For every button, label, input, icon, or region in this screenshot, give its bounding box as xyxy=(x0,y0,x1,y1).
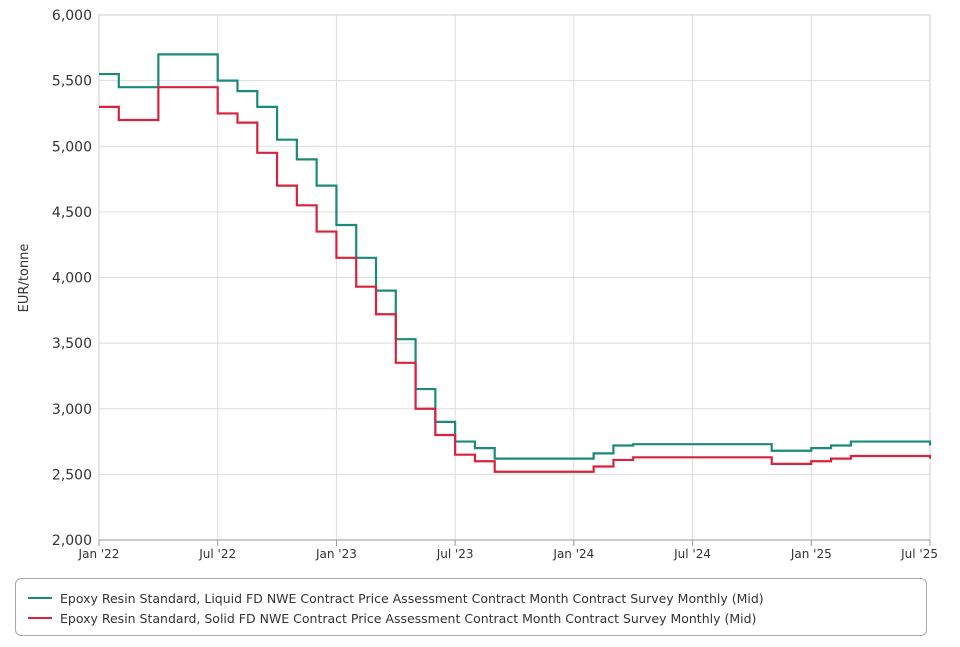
y-tick-label: 5,500 xyxy=(52,74,92,90)
legend-label-liquid: Epoxy Resin Standard, Liquid FD NWE Cont… xyxy=(60,590,764,606)
y-tick-label: 3,000 xyxy=(52,402,92,418)
y-tick-label: 3,500 xyxy=(52,336,92,352)
x-tick-label: Jul '24 xyxy=(673,547,711,561)
y-tick-label: 2,000 xyxy=(52,533,92,549)
legend: Epoxy Resin Standard, Liquid FD NWE Cont… xyxy=(15,578,927,636)
y-axis-ticks: 2,000 2,500 3,000 3,500 4,000 4,500 5,000 5,500… xyxy=(52,8,92,549)
series-lines xyxy=(99,53,932,473)
y-tick-label: 5,000 xyxy=(52,139,92,155)
y-tick-label: 6,000 xyxy=(52,8,92,24)
legend-label-solid: Epoxy Resin Standard, Solid FD NWE Contr… xyxy=(60,610,757,626)
legend-item-liquid[interactable]: Epoxy Resin Standard, Liquid FD NWE Cont… xyxy=(28,588,926,608)
x-tick-label: Jan '25 xyxy=(790,547,832,561)
x-tick-label: Jul '25 xyxy=(900,547,938,561)
series-line-solid[interactable] xyxy=(99,86,932,473)
x-axis-ticks: Jan '22 Jul '22 Jan '23 Jul '23 Jan '24 Jul '… xyxy=(78,539,938,561)
legend-swatch-solid xyxy=(28,617,52,619)
series-line-liquid[interactable] xyxy=(99,53,932,460)
chart-svg: 2,000 2,500 3,000 3,500 4,000 4,500 5,000 5,500… xyxy=(17,8,938,561)
x-tick-label: Jul '22 xyxy=(198,547,236,561)
x-tick-label: Jan '22 xyxy=(78,547,120,561)
y-tick-label: 4,500 xyxy=(52,205,92,221)
y-tick-label: 2,500 xyxy=(52,467,92,483)
x-tick-label: Jul '23 xyxy=(436,547,474,561)
legend-swatch-liquid xyxy=(28,597,52,599)
y-axis-label: EUR/tonne xyxy=(17,244,32,313)
y-tick-label: 4,000 xyxy=(52,271,92,287)
legend-item-solid[interactable]: Epoxy Resin Standard, Solid FD NWE Contr… xyxy=(28,608,926,628)
x-tick-label: Jan '23 xyxy=(315,547,357,561)
x-tick-label: Jan '24 xyxy=(552,547,594,561)
